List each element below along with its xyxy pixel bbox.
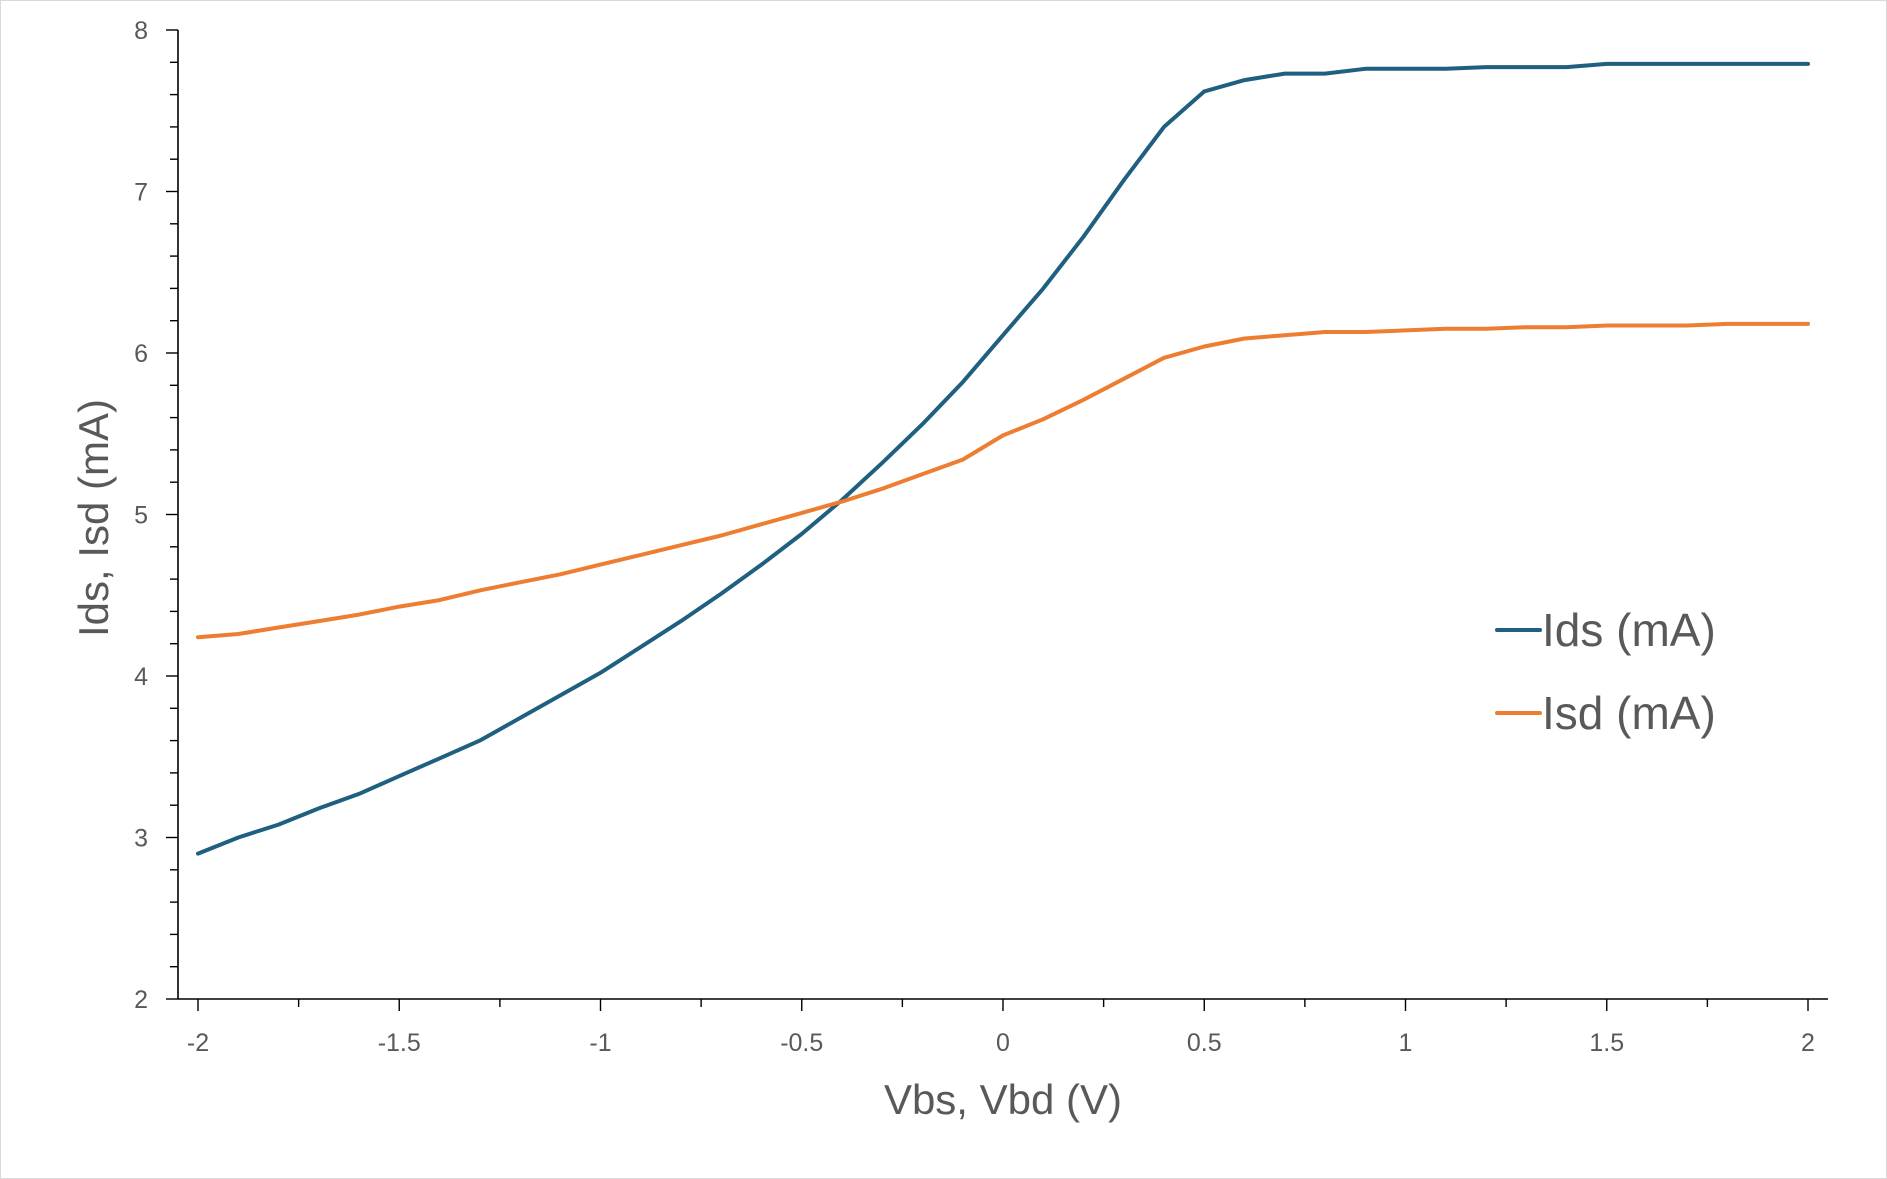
x-tick-label: 0.5 [1187,1029,1222,1057]
y-tick-label: 6 [134,340,148,368]
y-tick-label: 7 [134,179,148,207]
x-tick-label: 1.5 [1589,1029,1624,1057]
x-tick-label: -0.5 [780,1029,823,1057]
y-tick-label: 5 [134,502,148,530]
series-line-isd [196,321,1810,640]
series-line-ids [196,61,1810,856]
x-tick-label: 0 [996,1029,1010,1057]
series-lines [196,61,1810,856]
y-tick-label: 8 [134,17,148,45]
y-axis-title: Ids, Isd (mA) [70,399,117,637]
axes [177,30,1828,1000]
x-tick-label: 1 [1399,1029,1413,1057]
x-tick-label: -1.5 [378,1029,421,1057]
y-tick-label: 4 [134,663,148,691]
legend: Ids (mA) Isd (mA) [1495,604,1716,739]
legend-label: Isd (mA) [1542,687,1716,739]
x-tick-label: -1 [589,1029,611,1057]
axis-ticks: 2 3 4 5 6 7 8 -2 -1.5 -1 -0.5 0 0.5 1 1.5 2 [134,17,1815,1057]
y-tick-label: 2 [134,986,148,1014]
x-tick-label: -2 [187,1029,209,1057]
legend-label: Ids (mA) [1542,604,1716,656]
x-axis-title: Vbs, Vbd (V) [884,1076,1122,1123]
y-tick-label: 3 [134,825,148,853]
x-tick-label: 2 [1801,1029,1815,1057]
